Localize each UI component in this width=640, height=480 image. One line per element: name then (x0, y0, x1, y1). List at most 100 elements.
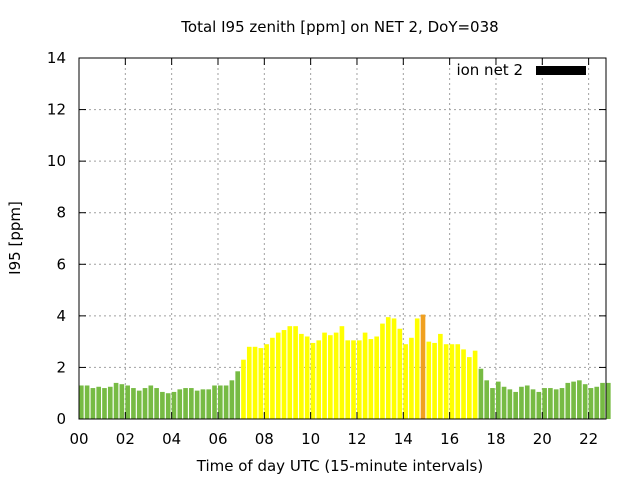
bar (553, 389, 559, 419)
bar (142, 388, 148, 419)
bar (351, 340, 356, 419)
x-tick-label: 16 (440, 430, 459, 448)
bar (594, 386, 600, 419)
bar (582, 384, 588, 419)
bar (385, 317, 391, 419)
bar (368, 339, 374, 419)
bar (507, 389, 513, 419)
bar (501, 386, 507, 419)
bar (443, 344, 449, 419)
bar (333, 332, 339, 419)
bar (519, 386, 524, 419)
bar (322, 332, 327, 419)
chart-title: Total I95 zenith [ppm] on NET 2, DoY=038 (180, 18, 498, 36)
bar (536, 391, 542, 419)
bar (530, 389, 536, 419)
bars (79, 314, 611, 419)
y-axis-label: I95 [ppm] (6, 201, 24, 275)
bar (524, 385, 530, 419)
bar (513, 391, 518, 419)
bar (258, 348, 264, 419)
bar (189, 388, 194, 419)
bar (84, 385, 90, 419)
y-tick-label: 8 (56, 204, 66, 222)
bar (345, 340, 351, 419)
bar (409, 337, 414, 419)
bar (472, 350, 478, 419)
axis-ticks (78, 57, 606, 420)
bar (102, 388, 107, 419)
bar (391, 318, 397, 419)
y-tick-label: 4 (56, 307, 66, 325)
bar (183, 388, 188, 419)
bar (420, 314, 426, 419)
bar (600, 382, 605, 419)
bar (148, 385, 154, 419)
bar (495, 381, 501, 419)
legend-swatch (536, 66, 586, 75)
bar (304, 336, 310, 419)
bar (548, 388, 553, 419)
x-tick-label: 04 (162, 430, 181, 448)
y-tick-label: 0 (56, 410, 66, 428)
x-tick-label: 20 (533, 430, 552, 448)
bar (281, 330, 287, 419)
legend-label: ion net 2 (456, 61, 523, 79)
grid (79, 58, 606, 419)
x-tick-label: 08 (255, 430, 274, 448)
y-tick-label: 12 (47, 101, 66, 119)
bar (177, 389, 183, 419)
x-tick-label: 18 (486, 430, 505, 448)
bar (380, 323, 385, 419)
bar (107, 386, 113, 419)
bar (241, 359, 246, 419)
bar (171, 391, 177, 419)
bar (79, 385, 84, 419)
bar (438, 333, 443, 419)
bar (125, 385, 130, 419)
bar (160, 391, 165, 419)
bar (212, 385, 217, 419)
bar (310, 342, 316, 419)
bar (577, 380, 582, 419)
bar (356, 340, 362, 419)
bar (362, 332, 368, 419)
bar (397, 328, 403, 419)
bar (154, 388, 159, 419)
bar (606, 382, 611, 419)
bar (136, 390, 142, 419)
bar (246, 346, 252, 419)
bar (113, 382, 119, 419)
bar (275, 332, 281, 419)
y-tick-label: 6 (56, 255, 66, 273)
bar (478, 368, 484, 419)
x-tick-label: 14 (394, 430, 413, 448)
bar (467, 357, 472, 419)
plot-frame (78, 57, 607, 420)
bar (374, 336, 379, 419)
bar (252, 346, 258, 419)
x-tick-label: 10 (301, 430, 320, 448)
bar (131, 388, 136, 419)
bar (119, 384, 125, 419)
bar (559, 388, 565, 419)
bar (426, 341, 432, 419)
y-tick-labels: 0 2 4 6 8 10 12 14 (47, 49, 66, 428)
bar (165, 393, 171, 419)
bar (223, 385, 229, 419)
bar (200, 389, 206, 419)
bar (432, 342, 437, 419)
y-tick-label: 14 (47, 49, 66, 67)
x-tick-label: 12 (347, 430, 366, 448)
bar (565, 382, 571, 419)
y-tick-label: 10 (47, 152, 66, 170)
x-axis-label: Time of day UTC (15-minute intervals) (196, 457, 483, 475)
legend: ion net 2 (456, 61, 586, 79)
bar (96, 386, 102, 419)
bar (339, 326, 345, 419)
x-tick-labels: 00 02 04 06 08 10 12 14 16 18 20 22 (69, 430, 598, 448)
x-tick-label: 02 (116, 430, 135, 448)
bar (316, 340, 322, 419)
bar (414, 318, 420, 419)
